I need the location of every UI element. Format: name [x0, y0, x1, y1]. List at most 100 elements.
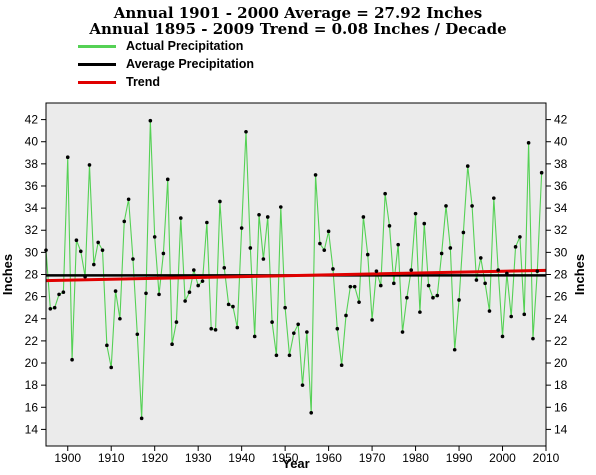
data-point [422, 221, 427, 226]
data-point [148, 118, 153, 123]
data-point [248, 246, 253, 250]
data-point [105, 343, 109, 348]
data-point [96, 240, 100, 245]
data-point [374, 269, 379, 273]
x-tick-label: 1930 [185, 451, 212, 465]
data-point [65, 155, 70, 160]
data-point [52, 305, 57, 310]
data-point [183, 299, 187, 303]
data-point [218, 199, 222, 204]
data-point [283, 305, 287, 310]
y-tick-label-right: 40 [554, 135, 568, 149]
data-point [174, 320, 179, 324]
data-point [365, 252, 370, 257]
data-point [270, 320, 274, 324]
data-point [74, 238, 79, 242]
legend-item-trend: Trend [78, 73, 160, 91]
data-point [352, 284, 357, 289]
data-point [83, 274, 87, 279]
y-tick-label-left: 16 [25, 400, 39, 414]
legend-swatch-trend [78, 80, 116, 84]
data-point [135, 332, 140, 337]
data-point [61, 290, 66, 295]
data-point [505, 271, 509, 276]
data-point [113, 289, 118, 293]
data-point [122, 219, 127, 224]
y-tick-label-left: 42 [25, 113, 39, 127]
y-tick-label-left: 28 [25, 268, 39, 282]
data-point [161, 251, 166, 256]
y-tick-label-left: 36 [25, 179, 39, 193]
y-axis-title-right: Inches [572, 254, 587, 295]
data-point [418, 310, 422, 314]
y-tick-label-left: 34 [25, 201, 39, 215]
x-tick-label: 1950 [272, 451, 299, 465]
x-tick-label: 1990 [446, 451, 473, 465]
data-point [413, 211, 418, 216]
x-tick-label: 1910 [98, 451, 125, 465]
y-tick-label-right: 36 [554, 179, 568, 193]
data-point [531, 336, 535, 341]
data-point [192, 268, 196, 272]
data-point [331, 267, 335, 271]
data-point [405, 295, 409, 300]
data-point [439, 251, 444, 256]
data-point [257, 212, 261, 217]
y-tick-label-right: 14 [554, 422, 568, 436]
data-point [357, 300, 361, 304]
data-point [209, 326, 214, 331]
data-point [278, 205, 283, 209]
data-point [492, 196, 496, 200]
data-point [261, 257, 266, 261]
y-tick-label-right: 42 [554, 113, 568, 127]
y-tick-label-left: 38 [25, 157, 39, 171]
data-point [378, 283, 383, 288]
data-point [187, 290, 192, 295]
data-point [500, 334, 505, 339]
data-point [309, 411, 314, 415]
y-tick-label-right: 38 [554, 157, 568, 171]
data-point [222, 266, 227, 270]
y-tick-label-left: 24 [25, 312, 39, 326]
data-point [483, 281, 487, 286]
data-point [318, 241, 322, 246]
data-point [474, 278, 479, 282]
y-tick-label-right: 22 [554, 334, 568, 348]
y-tick-label-right: 24 [554, 312, 568, 326]
y-tick-label-right: 32 [554, 223, 568, 237]
data-point [435, 293, 440, 298]
data-point [426, 283, 431, 288]
data-point [244, 129, 248, 134]
y-tick-label-left: 26 [25, 290, 39, 304]
y-tick-label-left: 30 [25, 245, 39, 259]
data-point [400, 330, 405, 334]
chart-subtitle: Annual 1895 - 2009 Trend = 0.08 Inches /… [89, 20, 507, 38]
data-point [274, 353, 279, 358]
data-point [139, 416, 144, 421]
data-point [100, 248, 105, 252]
data-point [518, 235, 522, 239]
data-point [152, 235, 157, 239]
x-axis-title: Year [282, 456, 309, 471]
x-tick-label: 1970 [359, 451, 386, 465]
data-point [165, 177, 170, 182]
legend-item-actual: Actual Precipitation [78, 37, 243, 55]
data-point [213, 328, 218, 332]
data-point [461, 230, 466, 235]
y-tick-label-left: 18 [25, 378, 39, 392]
y-tick-label-left: 40 [25, 135, 39, 149]
data-point [361, 215, 366, 219]
data-point [305, 330, 309, 334]
x-tick-label: 1980 [402, 451, 429, 465]
legend-swatch-actual [78, 44, 116, 48]
data-point [144, 291, 148, 296]
data-point [87, 163, 92, 167]
data-point [348, 284, 353, 289]
data-point [392, 281, 396, 286]
y-axis-title-left: Inches [0, 254, 15, 295]
legend-swatch-average [78, 62, 116, 66]
data-point [196, 283, 200, 288]
data-point [118, 316, 122, 321]
data-point [535, 269, 540, 273]
chart-title: Annual 1901 - 2000 Average = 27.92 Inche… [113, 4, 483, 22]
